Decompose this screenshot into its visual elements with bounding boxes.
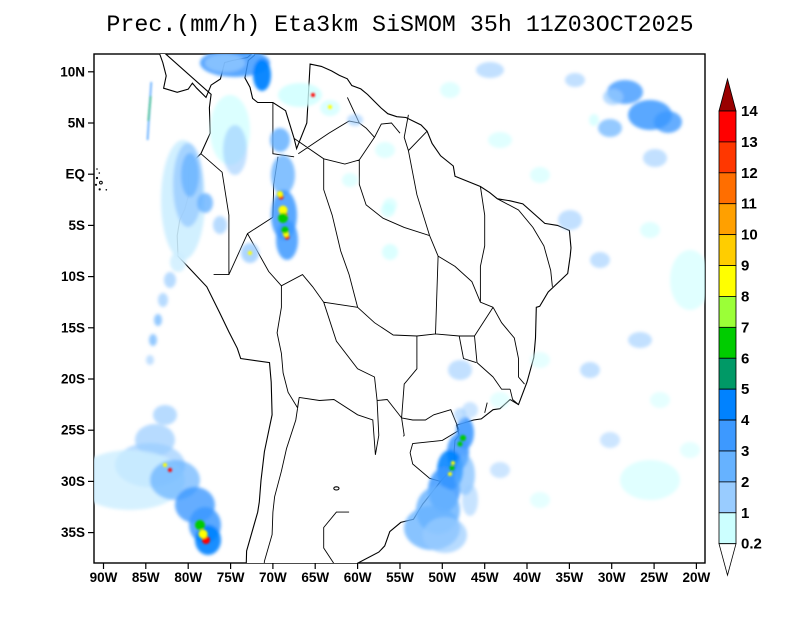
svg-text:80W: 80W xyxy=(174,570,202,585)
svg-text:85W: 85W xyxy=(132,570,160,585)
svg-text:2: 2 xyxy=(741,474,749,491)
svg-text:5N: 5N xyxy=(68,116,85,131)
svg-text:Prec.(mm/h) Eta3km SiSMOM 3: Prec.(mm/h) Eta3km SiSMOM 35h 11Z03OCT20… xyxy=(106,12,693,38)
svg-text:7: 7 xyxy=(741,319,749,336)
svg-text:10S: 10S xyxy=(61,269,85,284)
svg-text:30S: 30S xyxy=(61,474,85,489)
svg-text:70W: 70W xyxy=(259,570,287,585)
svg-text:11: 11 xyxy=(741,196,757,213)
svg-text:5S: 5S xyxy=(68,218,85,233)
svg-text:65W: 65W xyxy=(301,570,329,585)
svg-text:4: 4 xyxy=(741,412,750,429)
svg-text:10N: 10N xyxy=(60,64,85,79)
svg-text:10: 10 xyxy=(741,227,758,244)
svg-text:13: 13 xyxy=(741,134,758,151)
svg-text:30W: 30W xyxy=(598,570,626,585)
svg-text:90W: 90W xyxy=(90,570,118,585)
svg-text:15S: 15S xyxy=(61,320,85,335)
svg-text:25W: 25W xyxy=(640,570,668,585)
svg-text:45W: 45W xyxy=(471,570,499,585)
svg-text:75W: 75W xyxy=(217,570,245,585)
svg-text:35W: 35W xyxy=(556,570,584,585)
svg-text:25S: 25S xyxy=(61,423,85,438)
svg-text:8: 8 xyxy=(741,288,749,305)
svg-text:60W: 60W xyxy=(344,570,372,585)
svg-text:EQ: EQ xyxy=(65,167,85,182)
svg-text:14: 14 xyxy=(741,103,758,120)
svg-text:9: 9 xyxy=(741,258,749,275)
svg-text:20W: 20W xyxy=(683,570,711,585)
svg-text:3: 3 xyxy=(741,443,749,460)
svg-text:5: 5 xyxy=(741,381,749,398)
svg-text:12: 12 xyxy=(741,165,758,182)
svg-text:50W: 50W xyxy=(428,570,456,585)
svg-text:20S: 20S xyxy=(61,372,85,387)
svg-text:40W: 40W xyxy=(513,570,541,585)
svg-text:0.2: 0.2 xyxy=(741,536,762,553)
svg-text:6: 6 xyxy=(741,350,749,367)
svg-text:55W: 55W xyxy=(386,570,414,585)
svg-text:35S: 35S xyxy=(61,525,85,540)
svg-text:1: 1 xyxy=(741,505,749,522)
